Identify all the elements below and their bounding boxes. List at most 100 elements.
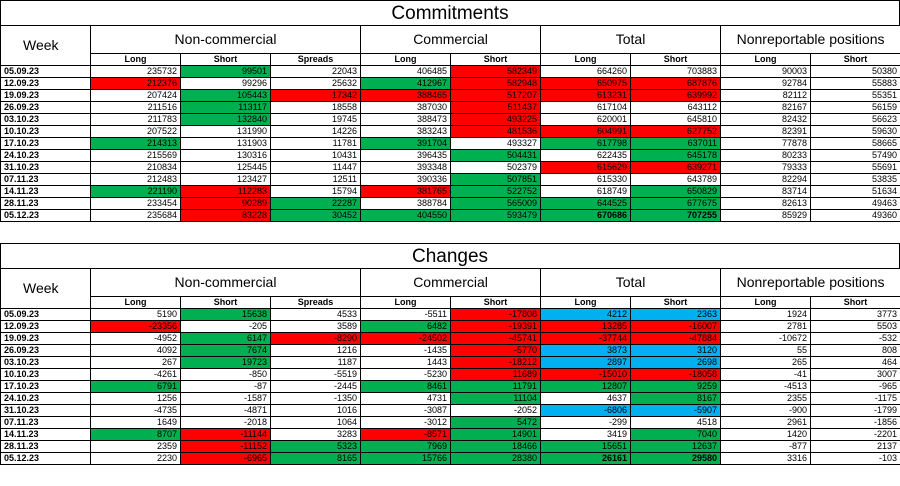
value-cell: 388465 (360, 89, 452, 102)
week-cell: 28.11.23 (0, 197, 91, 210)
value-cell: 650975 (540, 77, 632, 90)
value-cell: -19391 (450, 320, 542, 333)
column-subheader: Short (180, 53, 271, 66)
value-cell: -4735 (90, 404, 181, 417)
column-subheader: Short (180, 296, 271, 309)
column-subheader: Long (720, 53, 812, 66)
value-cell: 7674 (180, 344, 271, 357)
week-cell: 14.11.23 (0, 185, 91, 198)
value-cell: 235732 (90, 65, 181, 78)
value-cell: 2897 (540, 356, 632, 369)
table-row: 05.12.23 235684 83228 30452 404550 593479 6706… (0, 209, 900, 222)
changes-table: Week Non-commercial Commercial Total Nonrepo… (0, 268, 900, 465)
week-cell: 24.10.23 (0, 149, 91, 162)
value-cell: 235684 (90, 209, 181, 222)
value-cell: 130316 (180, 149, 271, 162)
value-cell: 15766 (360, 452, 452, 465)
value-cell: 4533 (269, 308, 362, 321)
value-cell: 5323 (269, 440, 362, 453)
value-cell: 82613 (720, 197, 812, 210)
value-cell: 82391 (720, 125, 812, 138)
value-cell: 8165 (269, 452, 362, 465)
week-header: Week (0, 268, 91, 309)
value-cell: 517207 (450, 89, 542, 102)
table-row: 26.09.23 4092 7674 1216 -1435 -5770 3873 3120 55… (0, 344, 900, 357)
table-row: 05.12.23 2230 -6965 8165 15766 28380 26161 2958… (0, 452, 900, 465)
week-cell: 17.10.23 (0, 137, 91, 150)
value-cell: 582948 (450, 77, 542, 90)
week-cell: 19.09.23 (0, 332, 91, 345)
value-cell: -5519 (269, 368, 362, 381)
value-cell: -5511 (360, 308, 452, 321)
value-cell: -965 (810, 380, 900, 393)
commercial-header: Commercial (360, 25, 542, 54)
value-cell: 265 (720, 356, 812, 369)
value-cell: 83228 (180, 209, 271, 222)
value-cell: 639992 (630, 89, 722, 102)
week-cell: 07.11.23 (0, 416, 91, 429)
value-cell: 5190 (90, 308, 181, 321)
value-cell: 99296 (180, 77, 271, 90)
value-cell: 644525 (540, 197, 632, 210)
commitments-title: Commitments (0, 0, 900, 26)
column-subheader: Long (90, 53, 181, 66)
column-subheader: Spreads (269, 296, 362, 309)
value-cell: 502379 (450, 161, 542, 174)
nonreportable-header: Nonreportable positions (720, 268, 900, 297)
value-cell: 4212 (540, 308, 632, 321)
value-cell: 1016 (269, 404, 362, 417)
value-cell: 215569 (90, 149, 181, 162)
value-cell: -6965 (180, 452, 271, 465)
value-cell: 582349 (450, 65, 542, 78)
changes-title: Changes (0, 243, 900, 269)
value-cell: -1435 (360, 344, 452, 357)
value-cell: 18558 (269, 101, 362, 114)
value-cell: -8571 (360, 428, 452, 441)
value-cell: -299 (540, 416, 632, 429)
value-cell: 82167 (720, 101, 812, 114)
table-row: 24.10.23 215569 130316 10431 396435 504431 622… (0, 149, 900, 162)
value-cell: -850 (180, 368, 271, 381)
value-cell: 639271 (630, 161, 722, 174)
value-cell: -1587 (180, 392, 271, 405)
value-cell: 131903 (180, 137, 271, 150)
value-cell: 404550 (360, 209, 452, 222)
column-subheader: Long (720, 296, 812, 309)
value-cell: 2230 (90, 452, 181, 465)
table-row: 28.11.23 2359 -11152 5323 7969 18466 15651 1263… (0, 440, 900, 453)
value-cell: -5907 (630, 404, 722, 417)
value-cell: 2363 (630, 308, 722, 321)
value-cell: 5503 (810, 320, 900, 333)
column-subheader: Short (810, 53, 900, 66)
value-cell: 26161 (540, 452, 632, 465)
value-cell: -877 (720, 440, 812, 453)
value-cell: -16007 (630, 320, 722, 333)
value-cell: -900 (720, 404, 812, 417)
value-cell: 670686 (540, 209, 632, 222)
value-cell: 112283 (180, 185, 271, 198)
column-subheader: Short (450, 53, 542, 66)
value-cell: 504431 (450, 149, 542, 162)
value-cell: 406485 (360, 65, 452, 78)
value-cell: 22043 (269, 65, 362, 78)
week-cell: 10.10.23 (0, 368, 91, 381)
week-cell: 17.10.23 (0, 380, 91, 393)
value-cell: 3007 (810, 368, 900, 381)
table-row: 31.10.23 -4735 -4871 1016 -3087 -2052 -6806 -59… (0, 404, 900, 417)
value-cell: 57490 (810, 149, 900, 162)
value-cell: 565009 (450, 197, 542, 210)
value-cell: 3419 (540, 428, 632, 441)
column-subheader: Long (360, 296, 452, 309)
value-cell: -17808 (450, 308, 542, 321)
value-cell: -1350 (269, 392, 362, 405)
commercial-header: Commercial (360, 268, 542, 297)
value-cell: -2445 (269, 380, 362, 393)
header-row: Week Non-commercial Commercial Total Nonrepo… (0, 268, 900, 309)
value-cell: 703883 (630, 65, 722, 78)
value-cell: -37744 (540, 332, 632, 345)
table-row: 03.10.23 267 19723 1187 1443 -18212 2897 2698 26… (0, 356, 900, 369)
value-cell: 7040 (630, 428, 722, 441)
table-row: 14.11.23 221190 112283 15794 381765 522752 618… (0, 185, 900, 198)
value-cell: 29580 (630, 452, 722, 465)
value-cell: 4637 (540, 392, 632, 405)
